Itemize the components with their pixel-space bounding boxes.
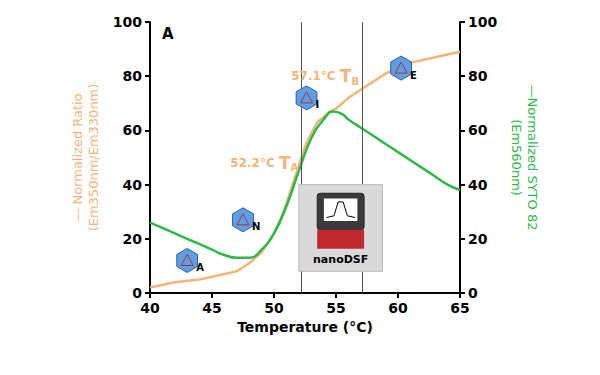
svg-text:40: 40 [468, 177, 488, 193]
svg-text:45: 45 [202, 300, 221, 316]
svg-text:60: 60 [123, 122, 143, 138]
svg-text:80: 80 [468, 68, 488, 84]
svg-text:40: 40 [140, 300, 160, 316]
svg-text:0: 0 [468, 285, 478, 301]
svg-text:52.2°C: 52.2°C [230, 156, 279, 170]
svg-text:60: 60 [388, 300, 408, 316]
svg-text:N: N [252, 221, 260, 232]
svg-text:Temperature (°C): Temperature (°C) [237, 319, 373, 335]
svg-text:100: 100 [468, 14, 497, 30]
svg-text:(Em350nm/Em330nm): (Em350nm/Em330nm) [86, 84, 101, 232]
svg-text:T: T [279, 153, 291, 173]
svg-text:(Em560nm): (Em560nm) [509, 119, 524, 196]
svg-text:40: 40 [123, 177, 143, 193]
svg-text:55: 55 [326, 300, 345, 316]
svg-text:nanoDSF: nanoDSF [313, 253, 368, 266]
svg-text:20: 20 [468, 231, 488, 247]
svg-text:A: A [162, 25, 174, 43]
svg-text:60: 60 [468, 122, 488, 138]
svg-text:E: E [410, 70, 417, 81]
svg-text:65: 65 [450, 300, 469, 316]
svg-text:T: T [340, 66, 352, 86]
svg-text:100: 100 [113, 14, 142, 30]
svg-text:20: 20 [123, 231, 143, 247]
svg-text:57.1°C: 57.1°C [291, 69, 340, 83]
svg-text:A: A [196, 262, 204, 273]
svg-text:A: A [291, 162, 299, 173]
svg-text:80: 80 [123, 68, 143, 84]
svg-text:—Normalized SYTO 82: —Normalized SYTO 82 [525, 85, 540, 231]
svg-text:I: I [316, 99, 320, 110]
svg-text:0: 0 [132, 285, 142, 301]
svg-text:B: B [351, 76, 359, 87]
svg-text:50: 50 [264, 300, 284, 316]
svg-text:— Normalized Ratio: — Normalized Ratio [70, 93, 85, 221]
